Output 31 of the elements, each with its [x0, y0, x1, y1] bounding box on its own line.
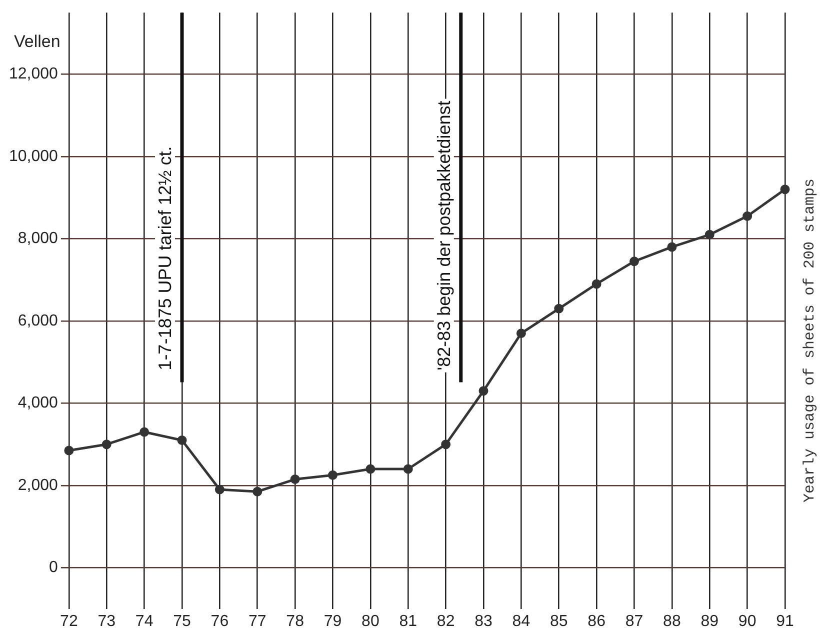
ref-line-label: '82-83 begin der postpakketdienst: [434, 100, 454, 370]
x-tick-label: 74: [135, 612, 154, 630]
y-tick-label: 8,000: [18, 230, 58, 248]
x-tick-label: 77: [248, 612, 266, 630]
y-tick-label: 6,000: [18, 312, 58, 330]
ref-line-label: 1-7-1875 UPU tarief 12½ ct.: [154, 146, 175, 370]
x-tick-label: 86: [588, 612, 606, 630]
y-tick-label: 10,000: [9, 148, 58, 165]
x-tick-label: 79: [324, 612, 342, 630]
y-tick-label: 12,000: [9, 66, 58, 83]
x-tick-label: 84: [512, 612, 530, 630]
x-tick-label: 90: [738, 612, 756, 630]
x-tick-label: 82: [436, 612, 455, 630]
y-tick-label: 4,000: [18, 394, 58, 412]
x-tick-label: 76: [210, 612, 229, 630]
y-tick-label: 0: [49, 559, 58, 576]
x-tick-label: 73: [98, 612, 116, 630]
x-tick-label: 75: [173, 612, 191, 630]
text: Yearly usage of sheets of 200 stamps: [801, 178, 818, 503]
x-tick-label: 83: [474, 612, 492, 630]
x-tick-label: 80: [362, 612, 380, 630]
x-tick-label: 87: [625, 612, 644, 630]
y-tick-label: 2,000: [18, 476, 58, 494]
x-tick-label: 81: [399, 612, 418, 630]
x-tick-label: 89: [700, 612, 719, 630]
x-tick-label: 85: [550, 612, 568, 630]
y-axis-title: Vellen: [14, 32, 60, 52]
x-tick-label: 72: [60, 612, 78, 630]
x-tick-label: 91: [776, 612, 794, 630]
x-tick-label: 78: [286, 612, 304, 630]
x-tick-label: 88: [663, 612, 681, 630]
